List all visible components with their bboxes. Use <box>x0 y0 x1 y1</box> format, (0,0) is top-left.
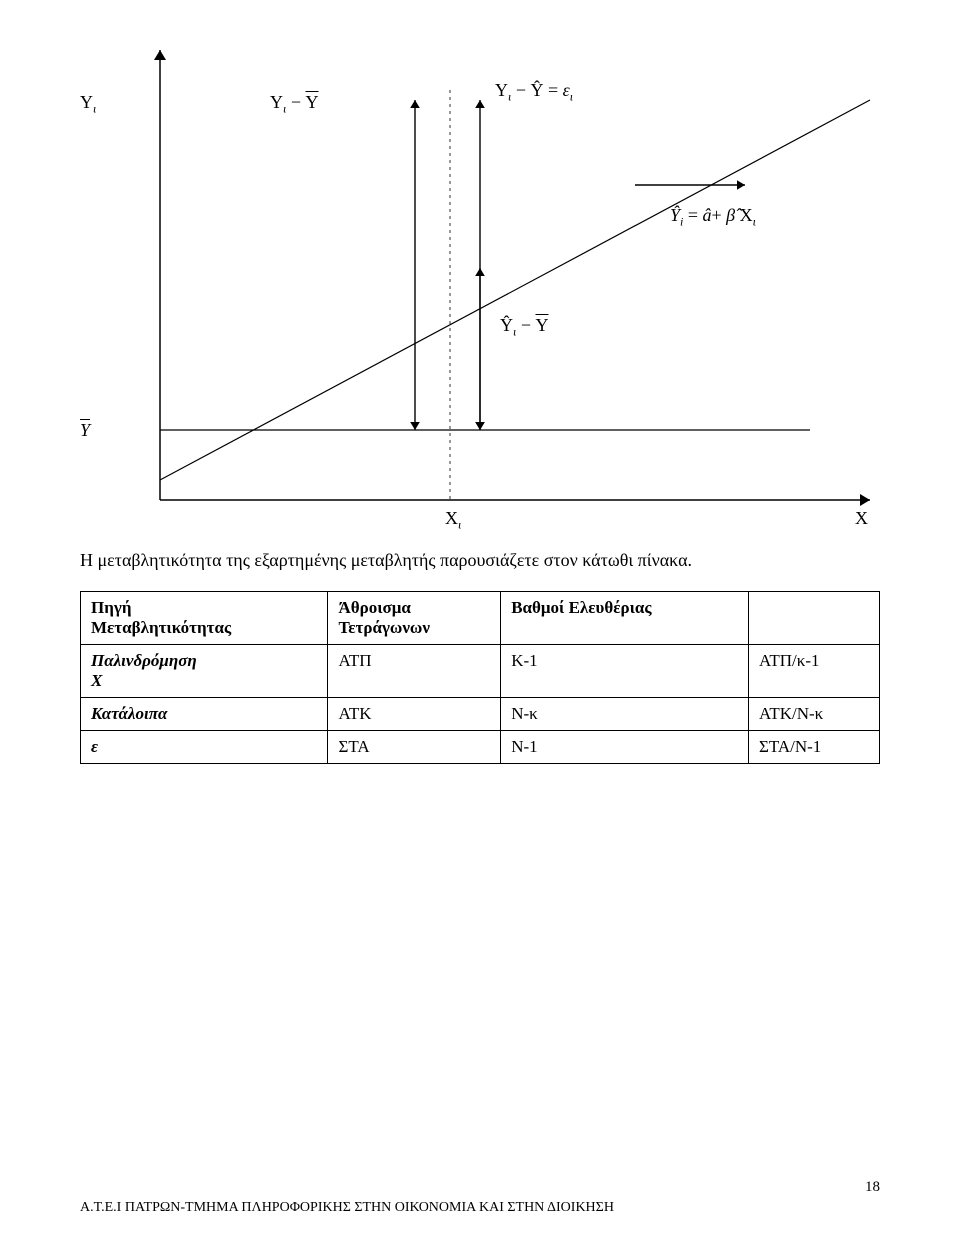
row1-ms: ΑΤΠ/κ-1 <box>748 645 879 698</box>
row1-label: Παλινδρόμηση <box>91 651 197 670</box>
caption-text: Η μεταβλητικότητα της εξαρτημένης μεταβλ… <box>80 550 880 571</box>
page-number: 18 <box>865 1179 880 1196</box>
header-ss: Άθροισμα Τετράγωνων <box>328 592 501 645</box>
row2-df: Ν-κ <box>501 698 749 731</box>
header-ms <box>748 592 879 645</box>
row2-label: Κατάλοιπα <box>81 698 328 731</box>
row1-sublabel: Χ <box>91 671 102 690</box>
regression-diagram: Yι Yι − Y Yι − Ŷ = ει Ŷi = â+ β̂ Xι Ŷι −… <box>80 40 880 520</box>
table-row: ε ΣΤΑ Ν-1 ΣΤΑ/Ν-1 <box>81 731 880 764</box>
header-df: Βαθμοί Ελευθέριας <box>501 592 749 645</box>
row1-df: Κ-1 <box>501 645 749 698</box>
page: Yι Yι − Y Yι − Ŷ = ει Ŷi = â+ β̂ Xι Ŷι −… <box>0 0 960 1256</box>
page-footer: Α.Τ.Ε.Ι ΠΑΤΡΩΝ-ΤΜΗΜΑ ΠΛΗΡΟΦΟΡΙΚΗΣ ΣΤΗΝ Ο… <box>80 1200 880 1216</box>
row3-ss: ΣΤΑ <box>328 731 501 764</box>
anova-table: Πηγή Μεταβλητικότητας Άθροισμα Τετράγωνω… <box>80 591 880 764</box>
label-xi: Xι <box>445 508 461 533</box>
footer-text: Α.Τ.Ε.Ι ΠΑΤΡΩΝ-ΤΜΗΜΑ ΠΛΗΡΟΦΟΡΙΚΗΣ ΣΤΗΝ Ο… <box>80 1200 614 1215</box>
row3-df: Ν-1 <box>501 731 749 764</box>
label-yhat-minus-ybar: Ŷι − Y <box>500 315 549 340</box>
row1-ss: ΑΤΠ <box>328 645 501 698</box>
header-source-line2: Μεταβλητικότητας <box>91 618 231 637</box>
table-header-row: Πηγή Μεταβλητικότητας Άθροισμα Τετράγωνω… <box>81 592 880 645</box>
row2-ss: ΑΤΚ <box>328 698 501 731</box>
header-source-line1: Πηγή <box>91 598 131 617</box>
header-source: Πηγή Μεταβλητικότητας <box>81 592 328 645</box>
row2-ms: ΑΤΚ/Ν-κ <box>748 698 879 731</box>
row3-ms: ΣΤΑ/Ν-1 <box>748 731 879 764</box>
diagram-svg <box>80 40 880 520</box>
table-row: Κατάλοιπα ΑΤΚ Ν-κ ΑΤΚ/Ν-κ <box>81 698 880 731</box>
label-x: X <box>855 508 868 529</box>
label-ybar: Y <box>80 420 90 441</box>
row3-label: ε <box>81 731 328 764</box>
label-regression-eq: Ŷi = â+ β̂ Xι <box>670 205 756 230</box>
label-epsilon: Yι − Ŷ = ει <box>495 80 573 105</box>
table-row: Παλινδρόμηση Χ ΑΤΠ Κ-1 ΑΤΠ/κ-1 <box>81 645 880 698</box>
label-yi-axis: Yι <box>80 92 96 117</box>
label-yi-minus-ybar: Yι − Y <box>270 92 319 117</box>
row-label: Παλινδρόμηση Χ <box>81 645 328 698</box>
header-ss-line1: Άθροισμα <box>338 598 410 617</box>
header-ss-line2: Τετράγωνων <box>338 618 429 637</box>
